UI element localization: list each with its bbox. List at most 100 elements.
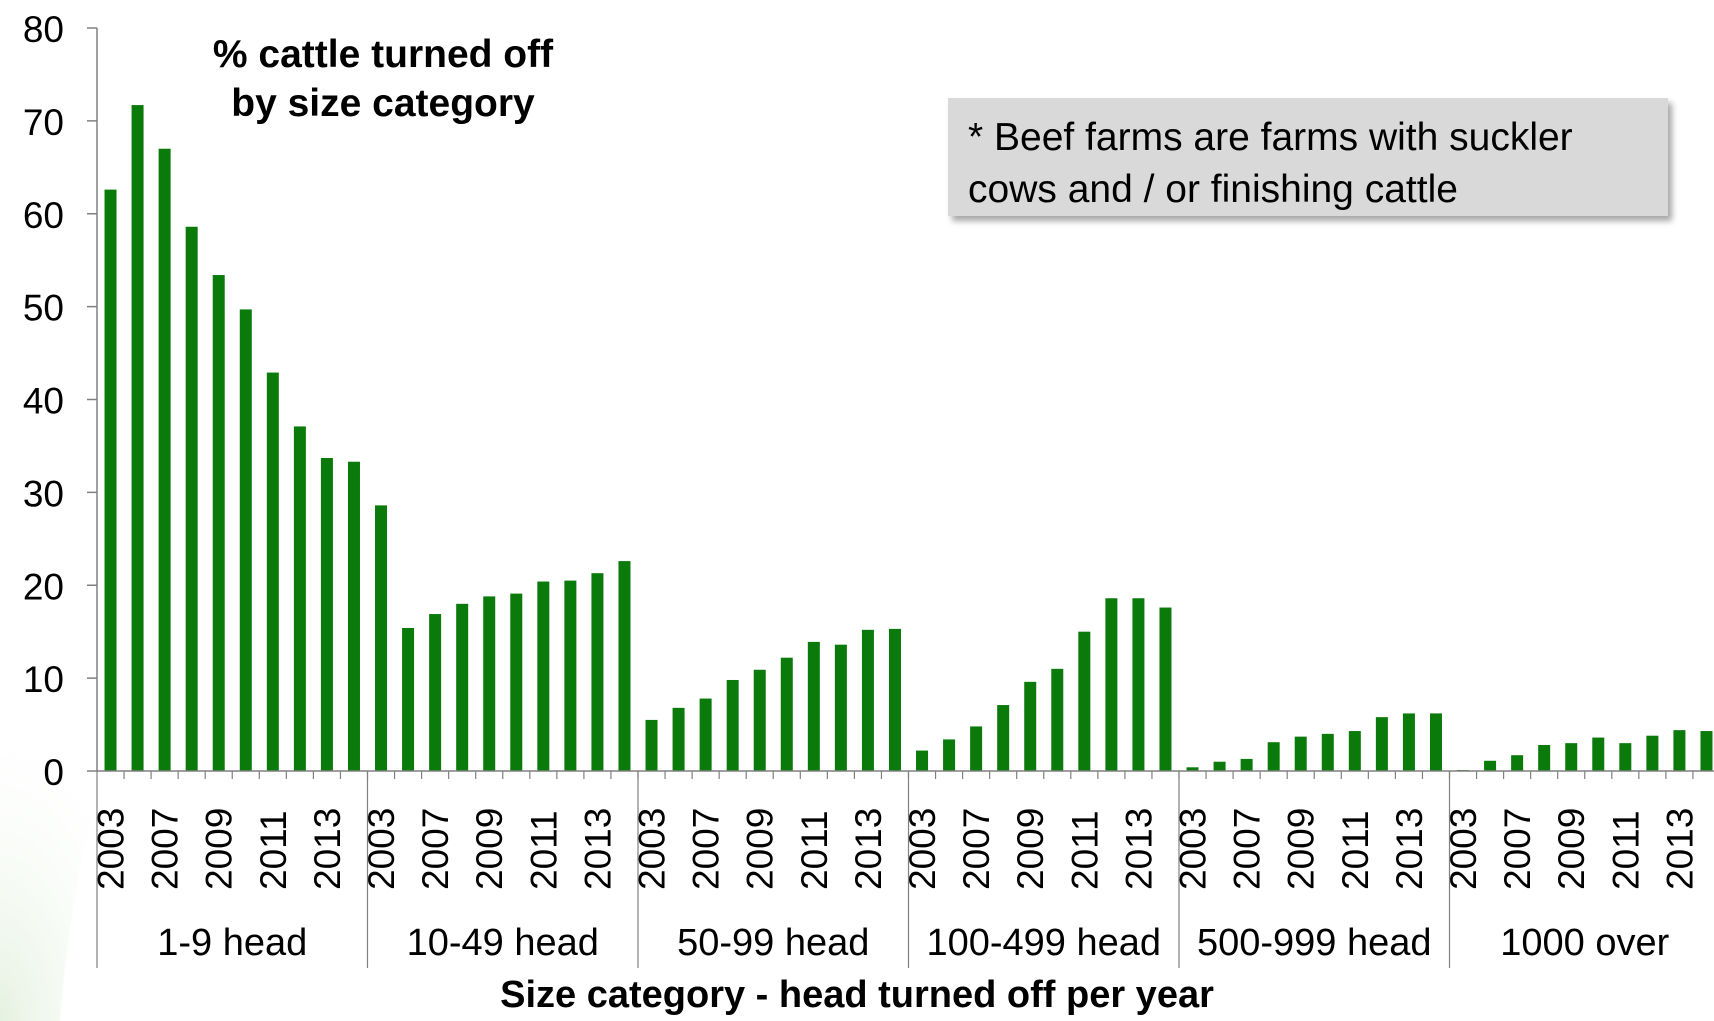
x-axis-title: Size category - head turned off per year [500, 974, 1214, 1016]
bar [1538, 744, 1551, 771]
y-tick-label: 30 [23, 473, 64, 514]
x-tick-label: 2011 [523, 810, 564, 890]
group-label: 1000 over [1500, 922, 1669, 964]
bar [807, 641, 820, 771]
y-tick-label: 10 [23, 659, 64, 700]
x-tick-label: 2007 [1227, 808, 1268, 890]
x-tick-label: 2011 [253, 810, 294, 890]
bar [645, 719, 658, 771]
bar [320, 458, 333, 771]
x-tick-label: 2011 [794, 810, 835, 890]
bar [943, 739, 956, 771]
bar [1159, 607, 1172, 771]
bar [483, 596, 496, 771]
x-tick-label: 2013 [577, 808, 618, 890]
x-tick-label: 2011 [1335, 810, 1376, 890]
x-tick-label: 2009 [740, 808, 781, 890]
bar [158, 148, 171, 772]
annotation-box: * Beef farms are farms with suckler cows… [948, 98, 1668, 216]
y-tick-label: 50 [23, 288, 64, 329]
y-tick-label: 70 [23, 102, 64, 143]
x-tick-label: 2013 [1118, 808, 1159, 890]
y-tick-label: 60 [23, 195, 64, 236]
group-label: 50-99 head [677, 922, 869, 964]
bar [1484, 760, 1497, 771]
x-tick-label: 2013 [1389, 808, 1430, 890]
bar [1186, 767, 1199, 771]
bars [104, 105, 1713, 772]
bar [672, 707, 685, 771]
bar [104, 189, 117, 772]
x-tick-label: 2009 [469, 808, 510, 890]
bar [185, 226, 198, 771]
bar [1213, 761, 1226, 771]
bar [564, 580, 577, 771]
x-tick-label: 2013 [1659, 808, 1700, 890]
x-tick-label: 2007 [145, 808, 186, 890]
x-tick-label: 2009 [1551, 808, 1592, 890]
background-swoosh [0, 696, 160, 1021]
y-tick-label: 0 [43, 752, 64, 793]
x-tick-label: 2011 [1605, 810, 1646, 890]
bar [726, 679, 739, 771]
bar [1700, 731, 1713, 771]
bar [888, 628, 901, 771]
group-label: 10-49 head [407, 922, 599, 964]
bar [293, 426, 306, 771]
y-tick-label: 80 [23, 9, 64, 50]
bar [861, 629, 874, 771]
bar [1078, 631, 1091, 771]
bar [375, 505, 388, 771]
x-tick-label: 2009 [199, 808, 240, 890]
bar [212, 275, 225, 771]
bar [266, 372, 279, 771]
group-label: 500-999 head [1197, 922, 1432, 964]
bar [1619, 743, 1632, 771]
bar [239, 309, 252, 771]
bar [1348, 731, 1361, 771]
bar [131, 105, 144, 772]
bar [970, 726, 983, 771]
bar [347, 461, 360, 771]
bar [1051, 668, 1064, 771]
bar [753, 669, 766, 771]
bar [916, 750, 929, 771]
bar [1132, 598, 1145, 771]
bar [456, 603, 469, 771]
bar [591, 573, 604, 771]
x-tick-label: 2011 [1064, 810, 1105, 890]
bar [1105, 598, 1118, 771]
bar [1429, 713, 1442, 771]
x-tick-label: 2007 [686, 808, 727, 890]
bar [429, 614, 442, 771]
group-label: 100-499 head [926, 922, 1161, 964]
bar [834, 644, 847, 771]
group-label: 1-9 head [157, 922, 307, 964]
x-tick-label: 2009 [1010, 808, 1051, 890]
bar [1511, 755, 1524, 771]
x-tick-label: 2007 [415, 808, 456, 890]
bar [402, 627, 415, 771]
chart-title: % cattle turned off by size category [212, 33, 554, 125]
bar [1673, 730, 1686, 771]
bar [1294, 736, 1307, 771]
x-tick-label: 2013 [307, 808, 348, 890]
x-tick-label: 2007 [1497, 808, 1538, 890]
bar [1375, 717, 1388, 771]
bar [1402, 713, 1415, 771]
bar [537, 581, 550, 771]
bar [510, 593, 523, 771]
bar [997, 705, 1010, 771]
y-tick-label: 40 [23, 381, 64, 422]
bar [618, 561, 631, 771]
bar [1646, 735, 1659, 771]
bar [780, 657, 793, 771]
bar [1592, 737, 1605, 771]
bar [1024, 681, 1037, 771]
bar [1565, 743, 1578, 771]
y-axis: 0 10 20 30 40 50 60 70 80 [23, 9, 98, 793]
bar [699, 698, 712, 771]
x-tick-label: 2009 [1281, 808, 1322, 890]
bar [1267, 742, 1280, 771]
